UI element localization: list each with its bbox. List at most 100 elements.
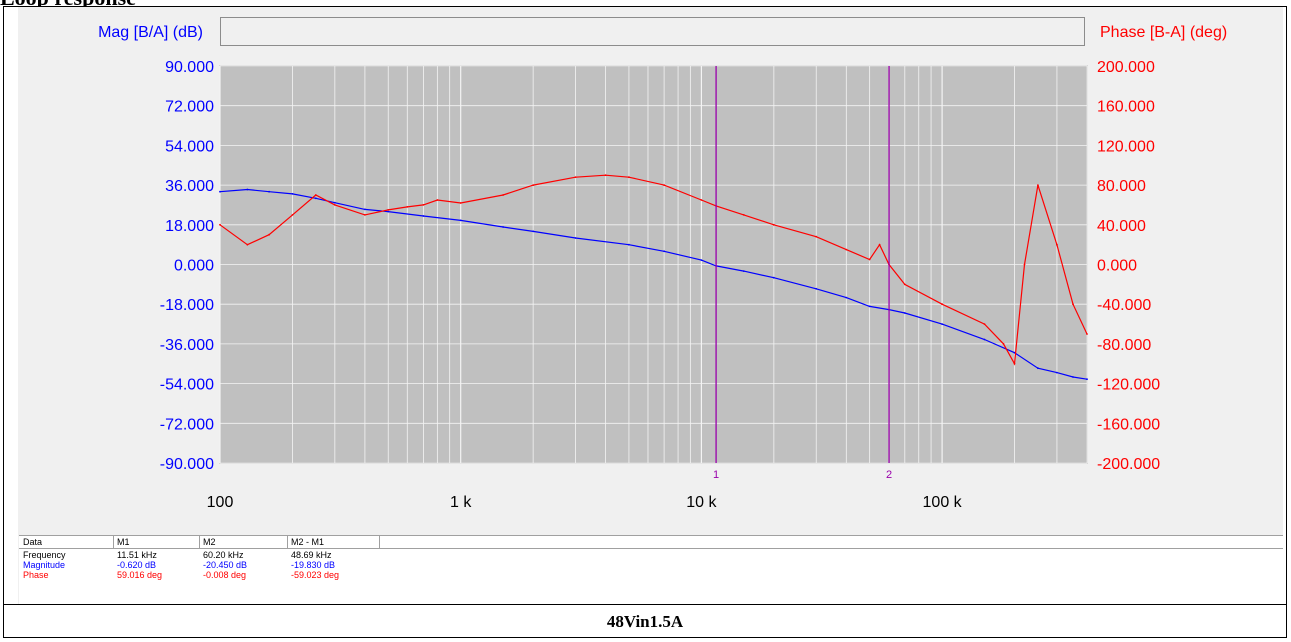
magnitude-point	[663, 250, 665, 253]
marker-1-label: 1	[713, 469, 719, 481]
magnitude-point	[502, 226, 504, 228]
phase-point	[532, 184, 535, 187]
right-tick-label: -160.000	[1097, 416, 1160, 433]
phase-point	[406, 206, 409, 208]
m1-frequency: 11.51 kHz	[117, 550, 157, 560]
marker-2-label: 2	[886, 469, 892, 481]
right-tick-label: 0.000	[1097, 258, 1137, 275]
left-tick-label: -54.000	[160, 377, 214, 394]
phase-point	[574, 176, 577, 179]
phase-point	[742, 214, 745, 216]
magnitude-point	[246, 188, 249, 191]
magnitude-point	[845, 296, 848, 299]
right-axis-label: Phase [B-A] (deg)	[1100, 24, 1228, 41]
m2-magnitude: -20.450 dB	[203, 560, 248, 570]
marker-data-table: Data M1 M2 M2 - M1 Frequency 11.51 kHz 6…	[19, 535, 1283, 604]
phase-point	[1023, 263, 1026, 266]
phase-point	[219, 223, 221, 226]
magnitude-point	[1056, 371, 1058, 374]
grid-lines	[219, 65, 1088, 464]
phase-point	[333, 204, 336, 206]
magnitude-point	[941, 323, 943, 325]
left-tick-label: 0.000	[174, 258, 214, 275]
phase-point	[502, 194, 504, 196]
m2-frequency: 60.20 kHz	[203, 550, 244, 560]
magnitude-point	[903, 312, 906, 314]
right-tick-label: 200.000	[1097, 59, 1155, 76]
magnitude-point	[364, 208, 366, 211]
magnitude-point	[1072, 376, 1074, 378]
phase-point	[903, 283, 906, 286]
bode-plot[interactable]: 90.000 72.000 54.000 36.000 18.000 0.000 -18.0…	[18, 7, 1283, 535]
magnitude-point	[574, 237, 577, 239]
left-tick-label: -18.000	[160, 297, 214, 314]
right-tick-label: -40.000	[1097, 297, 1151, 314]
delta-magnitude: -19.830 dB	[291, 560, 336, 570]
x-tick-label: 10 k	[686, 494, 717, 511]
magnitude-point	[700, 259, 703, 261]
row-label-phase: Phase	[23, 570, 49, 580]
magnitude-point	[628, 243, 630, 246]
phase-point	[663, 184, 665, 187]
phase-point	[314, 194, 317, 196]
table-header-m1: M1	[117, 537, 130, 547]
left-tick-label: 90.000	[165, 59, 214, 76]
right-tick-label: 40.000	[1097, 218, 1146, 235]
left-tick-label: -36.000	[160, 337, 214, 354]
phase-point	[941, 303, 943, 306]
table-header-m2: M2	[203, 537, 216, 547]
phase-point	[1056, 243, 1058, 246]
row-label-magnitude: Magnitude	[23, 560, 66, 570]
table-header-data: Data	[23, 537, 43, 547]
phase-point	[983, 323, 986, 325]
m1-phase: 59.016 deg	[117, 570, 163, 580]
magnitude-point	[742, 270, 745, 272]
magnitude-point	[1037, 367, 1039, 370]
x-tick-label: 100 k	[923, 494, 963, 511]
analyzer-window: Mag [B/A] (dB) Phase [B-A] (deg) 90.000 7…	[18, 7, 1283, 604]
magnitude-point	[772, 276, 775, 279]
phase-point	[604, 174, 607, 177]
magnitude-point	[387, 210, 390, 213]
x-tick-label: 100	[207, 494, 234, 511]
phase-point	[815, 235, 818, 238]
right-tick-label: 120.000	[1097, 138, 1155, 155]
phase-point	[291, 214, 294, 216]
left-tick-label: -72.000	[160, 416, 214, 433]
phase-point	[1013, 362, 1016, 365]
magnitude-point	[1013, 351, 1016, 354]
magnitude-point	[333, 201, 336, 204]
delta-phase: -59.023 deg	[291, 570, 340, 580]
phase-point	[422, 204, 425, 206]
phase-point	[1086, 333, 1088, 335]
left-tick-label: 18.000	[165, 218, 214, 235]
chart-title-field[interactable]	[220, 17, 1085, 46]
phase-point	[868, 258, 871, 261]
phase-point	[700, 199, 703, 201]
phase-point	[246, 243, 249, 246]
figure-caption: 48Vin1.5A	[3, 604, 1287, 638]
phase-point	[772, 223, 775, 226]
magnitude-point	[219, 190, 221, 193]
left-axis-label: Mag [B/A] (dB)	[98, 24, 203, 41]
phase-point	[628, 176, 630, 179]
m1-magnitude: -0.620 dB	[117, 560, 157, 570]
phase-point	[436, 199, 439, 201]
table-header-delta: M2 - M1	[291, 537, 325, 547]
left-tick-label: -90.000	[160, 456, 214, 473]
magnitude-point	[1086, 378, 1088, 381]
phase-point	[268, 233, 270, 236]
phase-point	[364, 214, 366, 216]
right-tick-label: -120.000	[1097, 377, 1160, 394]
phase-point	[387, 209, 390, 211]
x-tick-label: 1 k	[450, 494, 472, 511]
magnitude-point	[868, 305, 871, 308]
phase-point	[459, 202, 462, 204]
right-tick-label: -80.000	[1097, 337, 1151, 354]
right-tick-label: 80.000	[1097, 178, 1146, 195]
magnitude-point	[314, 197, 317, 200]
phase-point	[1002, 343, 1005, 345]
phase-point	[1037, 184, 1039, 187]
phase-point	[1072, 303, 1074, 306]
magnitude-point	[459, 219, 462, 222]
